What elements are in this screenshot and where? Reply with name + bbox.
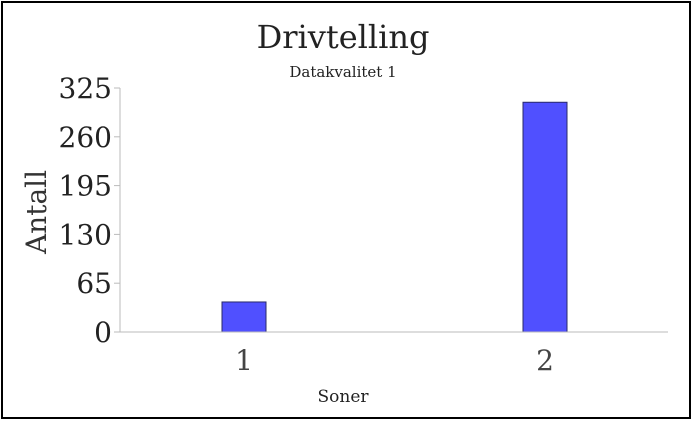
bars <box>221 101 568 333</box>
y-axis-ticks: 0 65 130 195 260 325 <box>59 72 120 349</box>
chart-frame <box>1 1 691 419</box>
bar-1 <box>221 301 267 333</box>
y-tick-label: 260 <box>59 121 112 154</box>
chart-title: Drivtelling <box>257 18 430 56</box>
y-tick-label: 325 <box>59 72 112 105</box>
y-axis-label: Antall <box>20 170 53 255</box>
bar-2 <box>522 101 568 333</box>
y-tick-label: 130 <box>59 218 112 251</box>
chart-subtitle: Datakvalitet 1 <box>289 63 396 81</box>
x-axis-label: Soner <box>317 387 369 407</box>
x-tick-label: 1 <box>235 344 253 377</box>
y-tick-label: 0 <box>94 316 112 349</box>
y-tick-label: 65 <box>76 267 112 300</box>
x-tick-label: 2 <box>536 344 554 377</box>
y-tick-label: 195 <box>59 170 112 203</box>
